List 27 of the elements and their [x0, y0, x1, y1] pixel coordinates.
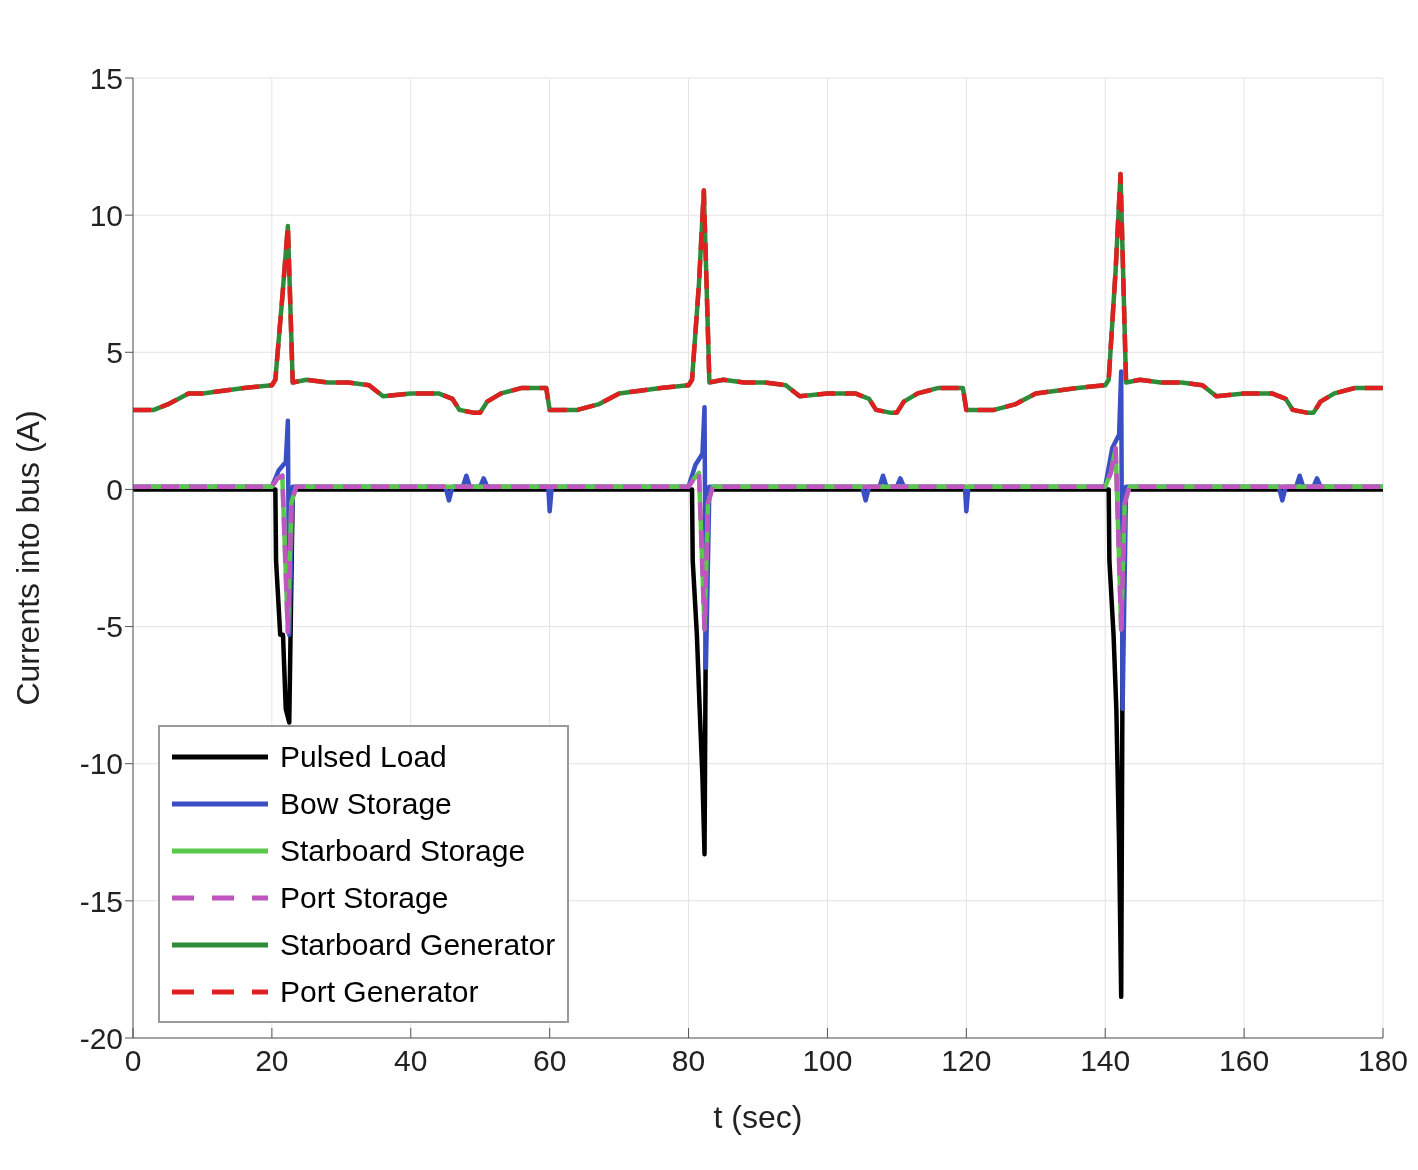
x-tick-label: 100	[802, 1044, 853, 1078]
y-axis-title: Currents into bus (A)	[10, 410, 47, 706]
legend-label: Port Storage	[280, 880, 449, 915]
x-tick-label: 120	[941, 1044, 992, 1078]
y-tick-label: 15	[89, 61, 123, 95]
legend-label: Starboard Storage	[280, 833, 526, 868]
x-tick-label: 140	[1080, 1044, 1131, 1078]
x-tick-label: 80	[671, 1044, 706, 1078]
line-series	[133, 171, 1383, 415]
x-tick-label: 160	[1219, 1044, 1270, 1078]
line-series	[133, 446, 1383, 635]
legend-label: Starboard Generator	[280, 927, 556, 962]
x-tick-label: 40	[394, 1044, 428, 1078]
legend-label: Bow Storage	[280, 786, 452, 821]
y-tick-label: -15	[79, 884, 123, 918]
legend-label: Pulsed Load	[280, 739, 447, 774]
x-tick-label: 180	[1357, 1044, 1409, 1078]
legend-label: Port Generator	[280, 974, 479, 1009]
x-axis-title: t (sec)	[713, 1099, 803, 1135]
x-tick-label: 60	[532, 1044, 567, 1078]
y-tick-label: 5	[106, 335, 123, 369]
y-tick-label: 0	[106, 473, 123, 507]
y-tick-label: 10	[89, 198, 123, 232]
y-tick-label: -20	[79, 1021, 123, 1055]
y-tick-label: -5	[96, 610, 123, 644]
x-tick-label: 20	[255, 1044, 289, 1078]
y-tick-label: -10	[79, 747, 123, 781]
